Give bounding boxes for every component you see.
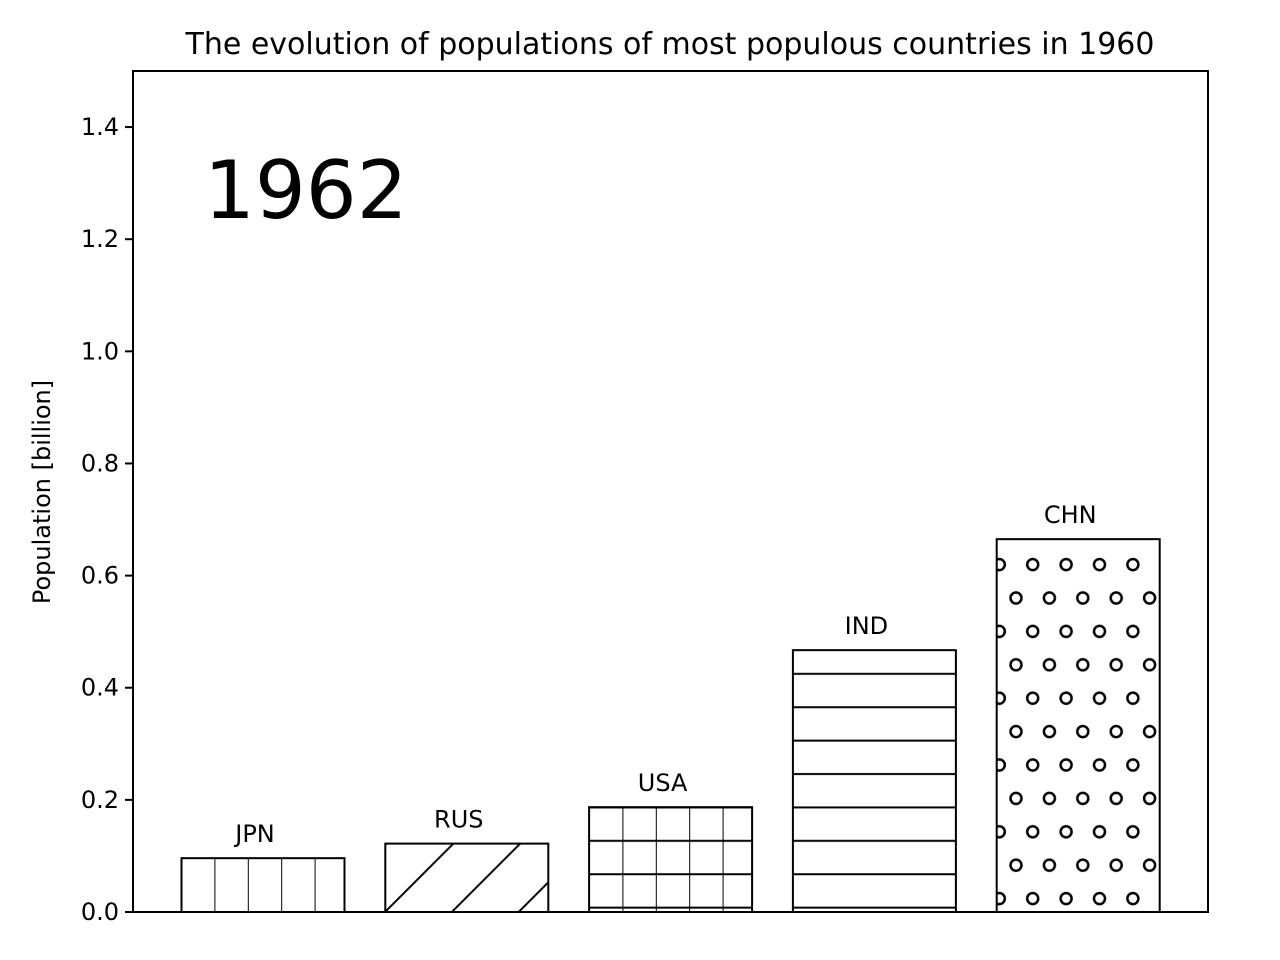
plot-frame <box>132 70 1209 913</box>
y-tick-label: 0.2 <box>81 786 119 814</box>
bar-label-rus: RUS <box>434 806 483 834</box>
y-tick-label: 0.0 <box>81 898 119 926</box>
y-tick-label: 0.8 <box>81 449 119 477</box>
bar-rus <box>384 842 550 914</box>
bar-label-usa: USA <box>638 769 688 797</box>
y-tick-label: 1.4 <box>81 113 119 141</box>
bar-usa <box>588 806 754 913</box>
y-tick-label: 0.4 <box>81 674 119 702</box>
y-tick-label: 1.0 <box>81 337 119 365</box>
y-axis-label: Population [billion] <box>28 380 56 604</box>
bar-label-ind: IND <box>845 612 889 640</box>
bar-jpn <box>180 857 346 914</box>
chart-title: The evolution of populations of most pop… <box>185 27 1155 62</box>
bars-group: JPN RUS USA IND CHN <box>180 501 1161 914</box>
bar-chn <box>995 538 1161 913</box>
bar-label-chn: CHN <box>1044 501 1097 529</box>
year-annotation: 1962 <box>204 144 408 237</box>
bar-label-jpn: JPN <box>233 820 275 848</box>
y-tick-label: 1.2 <box>81 225 119 253</box>
bar-ind <box>791 649 957 913</box>
y-axis: 0.0 0.2 0.4 0.6 0.8 1.0 1.2 1.4 <box>81 113 133 926</box>
y-tick-label: 0.6 <box>81 562 119 590</box>
